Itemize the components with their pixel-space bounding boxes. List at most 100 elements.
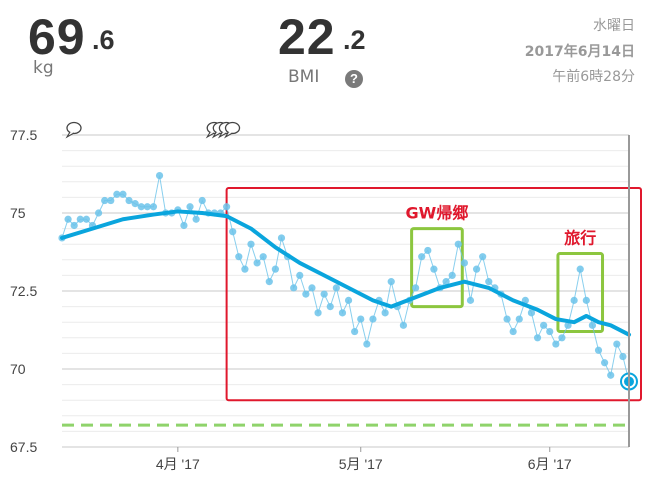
measurement-point	[418, 253, 426, 261]
measurement-point	[399, 321, 408, 329]
measurement-point	[253, 259, 261, 267]
y-tick-label: 77.5	[10, 127, 37, 143]
y-tick-label: 72.5	[10, 283, 37, 299]
measurement-date: 2017年6月14日	[524, 44, 635, 60]
measurement-point	[552, 340, 560, 348]
help-icon[interactable]: ?	[345, 70, 363, 88]
measurement-point	[472, 265, 481, 273]
measurement-point	[576, 265, 584, 273]
measurement-point	[265, 278, 273, 286]
highlight-region	[225, 187, 642, 402]
event-label: 旅行	[564, 229, 596, 248]
measurement-point	[509, 327, 517, 336]
measurement-point	[558, 334, 566, 342]
measurement-point	[351, 327, 359, 336]
measurement-point	[533, 334, 542, 342]
note-icon-tail	[223, 131, 233, 139]
measurement-point	[369, 315, 377, 323]
measurement-point	[442, 278, 450, 286]
measurement-point	[460, 259, 468, 267]
measurement-point	[101, 196, 109, 205]
event-box	[556, 252, 605, 334]
measurement-point	[302, 290, 310, 298]
measurement-point	[430, 265, 438, 273]
measurement-point	[229, 228, 237, 236]
y-tick-label: 67.5	[10, 439, 37, 455]
bmi-label: BMI	[288, 67, 320, 87]
measurement-point	[290, 284, 298, 292]
measurement-point	[82, 215, 90, 223]
measurement-point	[277, 234, 286, 242]
bmi-decimal: .2	[343, 25, 366, 55]
note-markers	[65, 121, 241, 139]
measurement-point	[564, 321, 572, 329]
trend-series	[60, 209, 631, 337]
measurement-point	[619, 352, 627, 361]
measurement-point	[454, 240, 462, 248]
measurement-point	[76, 215, 84, 223]
note-icon-tail	[217, 131, 227, 139]
weight-integer: 69	[28, 9, 86, 65]
measurement-point	[338, 309, 347, 317]
measurement-point	[613, 340, 621, 348]
measurement-point	[570, 296, 578, 304]
measurement-point	[137, 203, 145, 211]
measurement-point	[131, 200, 139, 208]
measurement-point	[119, 190, 127, 198]
measurement-point	[381, 309, 389, 317]
measurement-point	[344, 296, 353, 304]
highlight-box	[225, 187, 642, 402]
measurement-time: 午前6時28分	[552, 69, 635, 85]
measurement-point	[235, 253, 243, 261]
measurement-point	[479, 253, 487, 261]
measurement-point	[320, 290, 328, 298]
bmi-integer: 22	[278, 9, 336, 65]
measurement-point	[107, 196, 115, 205]
x-tick-label: 6月 '17	[528, 456, 572, 472]
measurement-point	[503, 315, 511, 323]
note-icon-tail	[211, 131, 221, 139]
measurement-point	[601, 359, 609, 367]
event-label: GW帰郷	[406, 204, 469, 223]
measurement-point	[271, 265, 279, 273]
measurement-point	[515, 315, 523, 323]
measurement-point	[424, 246, 432, 255]
measurement-point	[70, 221, 78, 230]
measurement-point	[588, 321, 597, 329]
x-tick-label: 4月 '17	[156, 456, 200, 472]
measurement-point	[186, 203, 194, 211]
measurement-line	[61, 175, 630, 382]
note-icon	[66, 121, 82, 135]
measurement-point	[485, 278, 493, 286]
measurement-point	[546, 327, 554, 336]
weight-decimal: .6	[92, 25, 115, 55]
event-box	[410, 227, 464, 309]
measurement-point	[412, 284, 420, 292]
x-axis-ticks: 4月 '17 5月 '17 6月 '17	[156, 447, 572, 472]
measurement-point	[363, 340, 371, 348]
trend-line	[60, 209, 631, 337]
measurement-point	[308, 284, 316, 292]
measurement-point	[113, 190, 121, 198]
x-tick-label: 5月 '17	[339, 456, 383, 472]
measurement-point	[296, 271, 304, 279]
note-icon	[224, 121, 241, 135]
y-tick-label: 70	[10, 361, 26, 377]
measurement-point	[223, 203, 231, 211]
measurement-point	[192, 215, 200, 223]
note-icon-tail	[65, 131, 75, 139]
note-icon-tail	[205, 131, 215, 139]
measurement-point	[198, 196, 206, 205]
measurement-point	[143, 203, 151, 211]
measurement-point	[448, 271, 456, 279]
measurement-point	[332, 284, 340, 292]
y-tick-label: 75	[10, 205, 26, 221]
measurement-point	[155, 171, 164, 180]
measurement-point	[521, 296, 529, 304]
measurement-point	[241, 265, 249, 273]
measurement-point	[125, 196, 133, 205]
measurement-point	[247, 240, 255, 248]
weight-unit: kg	[33, 58, 54, 78]
